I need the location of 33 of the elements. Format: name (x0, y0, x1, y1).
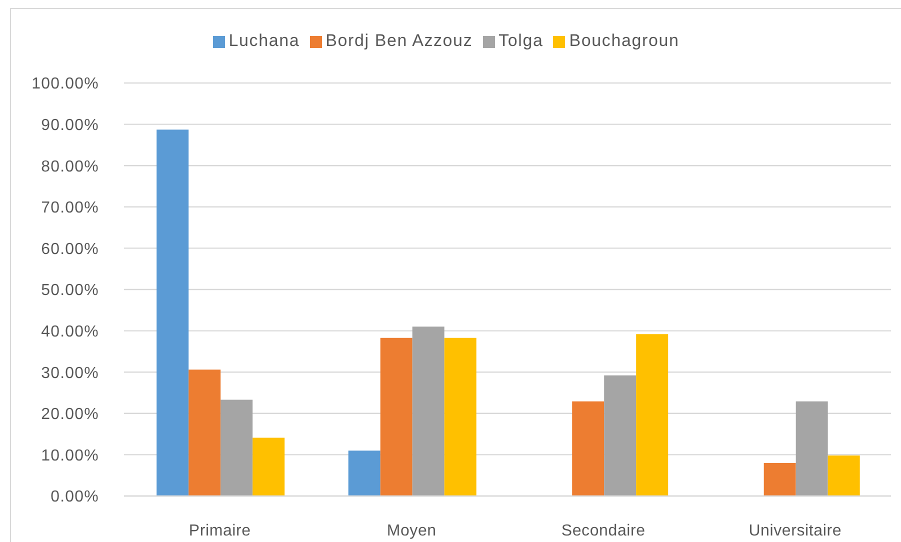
bar (828, 456, 860, 496)
bar (572, 401, 604, 496)
bar (412, 326, 444, 496)
bar (796, 401, 828, 496)
bar (188, 370, 221, 496)
bar (636, 334, 668, 496)
legend-label: Luchana (228, 31, 300, 50)
y-tick-label: 30.00% (41, 364, 99, 382)
y-tick-label: 20.00% (41, 406, 99, 424)
bar (764, 462, 796, 496)
x-tick-label: Secondaire (561, 522, 646, 540)
y-tick-label: 100.00% (32, 76, 99, 93)
y-tick-label: 90.00% (41, 116, 99, 134)
y-tick-label: 80.00% (41, 158, 99, 176)
bar (604, 375, 636, 496)
y-tick-label: 70.00% (41, 200, 99, 217)
bar (156, 130, 189, 496)
legend-label: Tolga (498, 31, 544, 50)
y-tick-label: 10.00% (41, 447, 99, 464)
y-tick-label: 60.00% (41, 240, 99, 258)
x-tick-label: Primaire (188, 522, 251, 540)
bar (348, 450, 380, 496)
y-tick-label: 0.00% (50, 488, 99, 506)
legend-label: Bouchagroun (569, 31, 680, 50)
bar (444, 338, 476, 496)
legend-label: Bordj Ben Azzouz (326, 31, 473, 50)
x-tick-label: Universitaire (748, 522, 842, 540)
bar (380, 338, 412, 496)
bar (220, 400, 253, 496)
y-tick-label: 40.00% (41, 323, 99, 340)
x-tick-label: Moyen (386, 522, 436, 540)
y-tick-label: 50.00% (41, 282, 99, 300)
bar (252, 438, 285, 496)
